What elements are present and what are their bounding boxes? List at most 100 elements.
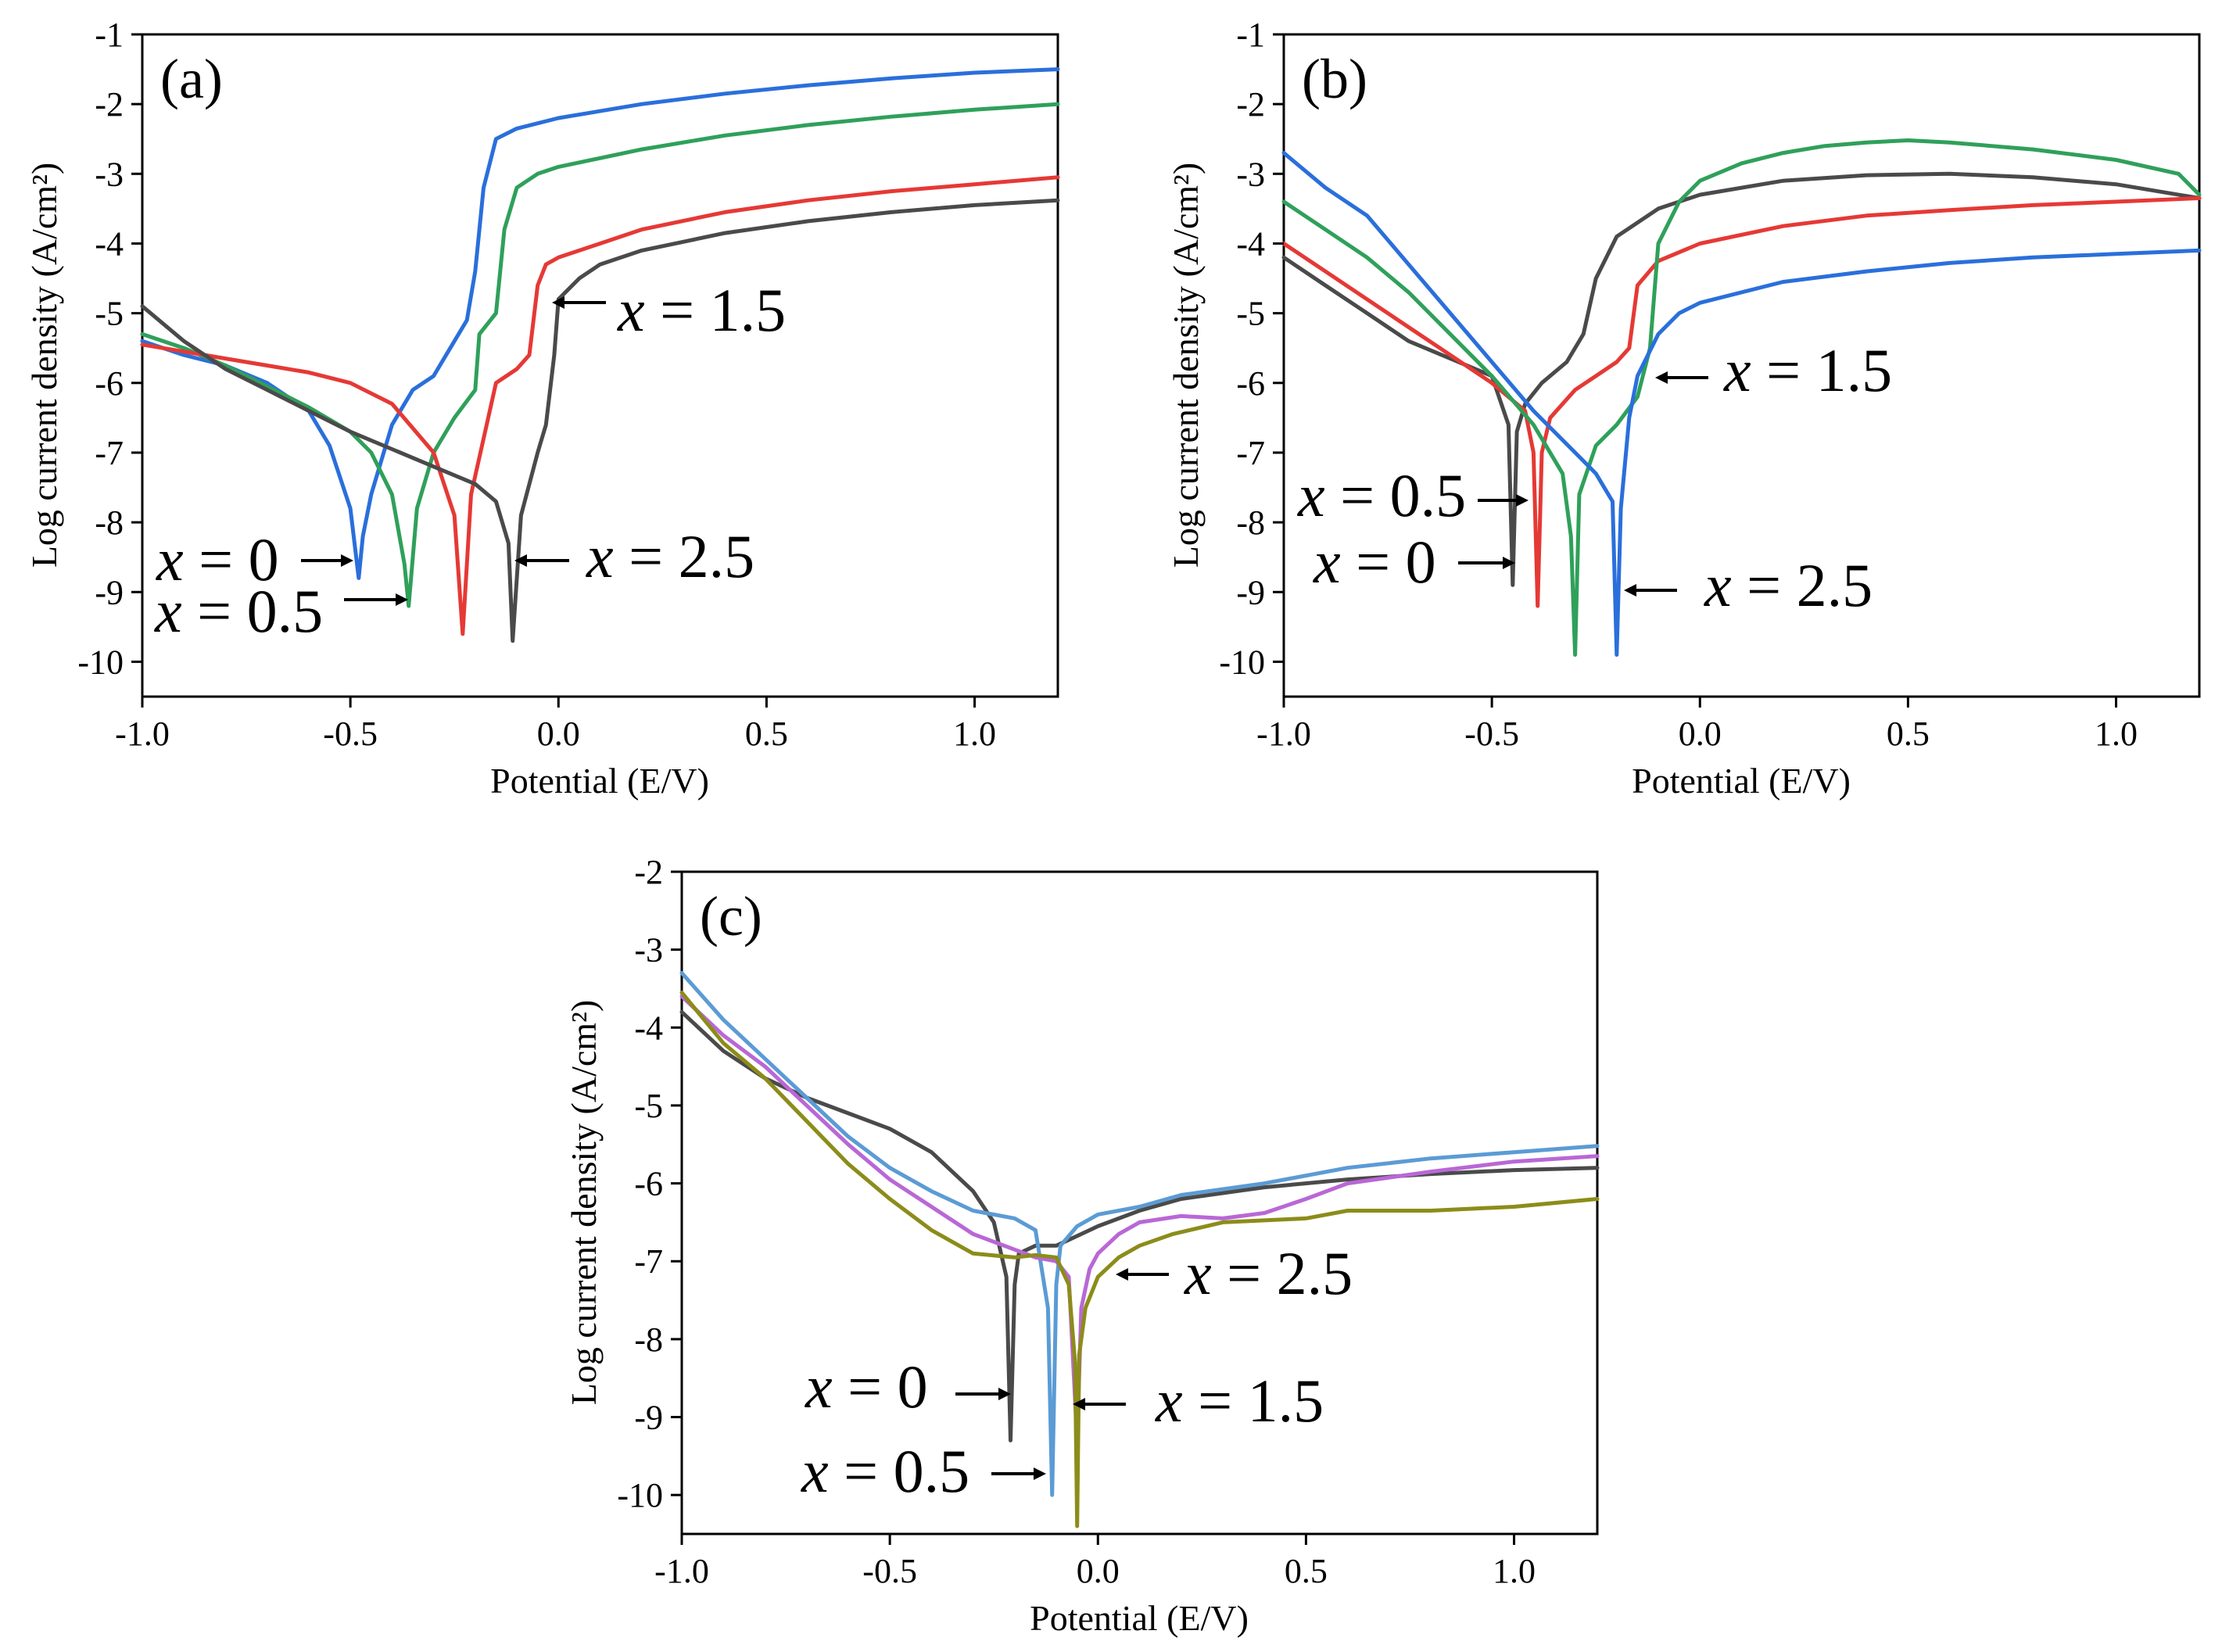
x-tick-label-b: -1.0	[1256, 715, 1311, 753]
arrow-head	[1116, 1268, 1128, 1281]
svg-text:x = 0: x = 0	[156, 525, 279, 593]
annot-value: = 0	[184, 525, 279, 593]
curves-c	[679, 971, 1600, 1528]
annotation-b-x25: x = 2.5	[1624, 551, 1873, 619]
y-tick-label-c: -10	[617, 1476, 663, 1514]
svg-text:x = 0.5: x = 0.5	[1297, 461, 1466, 529]
x-tick-label-c: 0.5	[1285, 1552, 1328, 1590]
y-tick-label-a: -10	[77, 643, 124, 681]
annot-value: = 1.5	[1751, 336, 1893, 404]
axes-c: -1.0 -0.5 0.0 0.5 1.0 -2 -3 -4 -5 -6 -7 -8 -9 -10	[617, 853, 1536, 1590]
x-axis-label-c: Potential (E/V)	[1030, 1598, 1249, 1638]
x-axis-label-b: Potential (E/V)	[1632, 761, 1851, 801]
annot-value: = 1.5	[645, 276, 787, 344]
x-tick-label-a: 1.0	[953, 715, 996, 753]
y-tick-label-b: -9	[1236, 573, 1265, 611]
x-tick-label-c: 0.0	[1077, 1552, 1120, 1590]
annot-var: x	[801, 1437, 829, 1505]
annot-var: x	[586, 522, 614, 590]
x-tick-label-b: -0.5	[1464, 715, 1519, 753]
arrow-head	[1034, 1467, 1046, 1480]
x-axis-label-a: Potential (E/V)	[490, 761, 709, 801]
arrow-head	[552, 296, 564, 309]
panel-b: -1.0 -0.5 0.0 0.5 1.0 -1 -2 -3 -4 -5 -6 -7 -8 -9 -10 (…	[1166, 16, 2202, 801]
y-tick-label-b: -3	[1236, 155, 1265, 193]
annot-value: = 0.5	[182, 577, 324, 645]
arrow-head	[1073, 1398, 1085, 1410]
annotation-a-x25: x = 2.5	[514, 522, 754, 590]
series-b-x-0-5	[1281, 196, 2202, 608]
annotation-a-x0: x = 0	[156, 525, 353, 593]
y-tick-label-b: -5	[1236, 295, 1265, 333]
annot-value: = 1.5	[1183, 1367, 1324, 1435]
svg-text:x = 0.5: x = 0.5	[154, 577, 323, 645]
axes-b: -1.0 -0.5 0.0 0.5 1.0 -1 -2 -3 -4 -5 -6 -7 -8 -9 -10	[1219, 16, 2138, 753]
annot-value: = 0.5	[829, 1437, 970, 1505]
annot-value: = 2.5	[1732, 551, 1873, 619]
y-tick-label-c: -4	[634, 1009, 663, 1047]
y-tick-label-a: -5	[95, 295, 124, 333]
annot-var: x	[156, 525, 184, 593]
x-tick-label-b: 0.0	[1679, 715, 1722, 753]
y-tick-label-b: -1	[1236, 16, 1265, 54]
arrow-head	[1624, 584, 1636, 597]
series-a-x-0	[140, 67, 1060, 580]
annot-value: = 0	[1341, 528, 1436, 596]
y-tick-label-b: -2	[1236, 85, 1265, 124]
svg-text:x = 0: x = 0	[805, 1353, 928, 1421]
y-tick-label-c: -2	[634, 853, 663, 891]
series-c-x-0-5	[679, 971, 1600, 1497]
y-tick-label-c: -8	[634, 1321, 663, 1359]
x-tick-label-a: 0.5	[745, 715, 788, 753]
svg-text:x = 2.5: x = 2.5	[1184, 1239, 1353, 1307]
y-tick-label-a: -2	[95, 85, 124, 124]
annotation-c-x15: x = 1.5	[1073, 1367, 1324, 1435]
y-tick-label-a: -7	[95, 434, 124, 472]
y-tick-label-a: -4	[95, 224, 124, 263]
curves-a	[140, 67, 1060, 643]
annot-var: x	[1723, 336, 1751, 404]
panel-c: -1.0 -0.5 0.0 0.5 1.0 -2 -3 -4 -5 -6 -7 -8 -9 -10 (c)…	[564, 853, 1600, 1638]
plot-frame-a	[141, 33, 1059, 698]
annot-value: = 0.5	[1325, 461, 1467, 529]
panel-a: -1.0 -0.5 0.0 0.5 1.0 -1 -2 -3 -4 -5 -6 -7 -8 -9 -10 (…	[24, 16, 1060, 801]
plot-frame-c	[680, 870, 1599, 1536]
annotation-b-x05: x = 0.5	[1297, 461, 1529, 529]
annot-var: x	[617, 276, 645, 344]
svg-text:x = 2.5: x = 2.5	[1704, 551, 1873, 619]
annot-var: x	[154, 577, 182, 645]
series-b-x-2-5	[1281, 151, 2202, 657]
y-tick-label-b: -8	[1236, 503, 1265, 542]
annotation-c-x25: x = 2.5	[1116, 1239, 1353, 1307]
arrow-head	[998, 1388, 1011, 1400]
x-tick-label-a: -0.5	[323, 715, 378, 753]
arrow-head	[514, 554, 527, 567]
y-tick-label-c: -3	[634, 931, 663, 969]
y-tick-label-b: -4	[1236, 224, 1265, 263]
annot-value: = 0	[833, 1353, 928, 1421]
curves-b	[1281, 138, 2202, 657]
y-tick-label-c: -9	[634, 1399, 663, 1437]
series-b-x-0	[1281, 171, 2202, 587]
x-tick-label-b: 1.0	[2095, 715, 2138, 753]
x-tick-label-a: 0.0	[537, 715, 580, 753]
annot-var: x	[1184, 1239, 1212, 1307]
series-c-x-0	[679, 1009, 1600, 1442]
annot-value: = 2.5	[614, 522, 755, 590]
annotation-a-x15: x = 1.5	[552, 276, 786, 344]
panel-label-c: (c)	[700, 885, 762, 948]
svg-text:x = 2.5: x = 2.5	[586, 522, 754, 590]
annot-var: x	[1313, 528, 1341, 596]
y-tick-label-b: -10	[1219, 643, 1265, 681]
series-a-x-0-5	[140, 102, 1060, 608]
panel-label-b: (b)	[1302, 48, 1367, 110]
x-tick-label-c: 1.0	[1493, 1552, 1536, 1590]
series-c-x-2-5	[679, 991, 1600, 1528]
svg-text:x = 1.5: x = 1.5	[1155, 1367, 1324, 1435]
x-tick-label-b: 0.5	[1887, 715, 1930, 753]
svg-text:x = 0.5: x = 0.5	[801, 1437, 969, 1505]
annot-var: x	[805, 1353, 833, 1421]
y-tick-label-c: -6	[634, 1165, 663, 1203]
annotation-b-x15: x = 1.5	[1655, 336, 1892, 404]
